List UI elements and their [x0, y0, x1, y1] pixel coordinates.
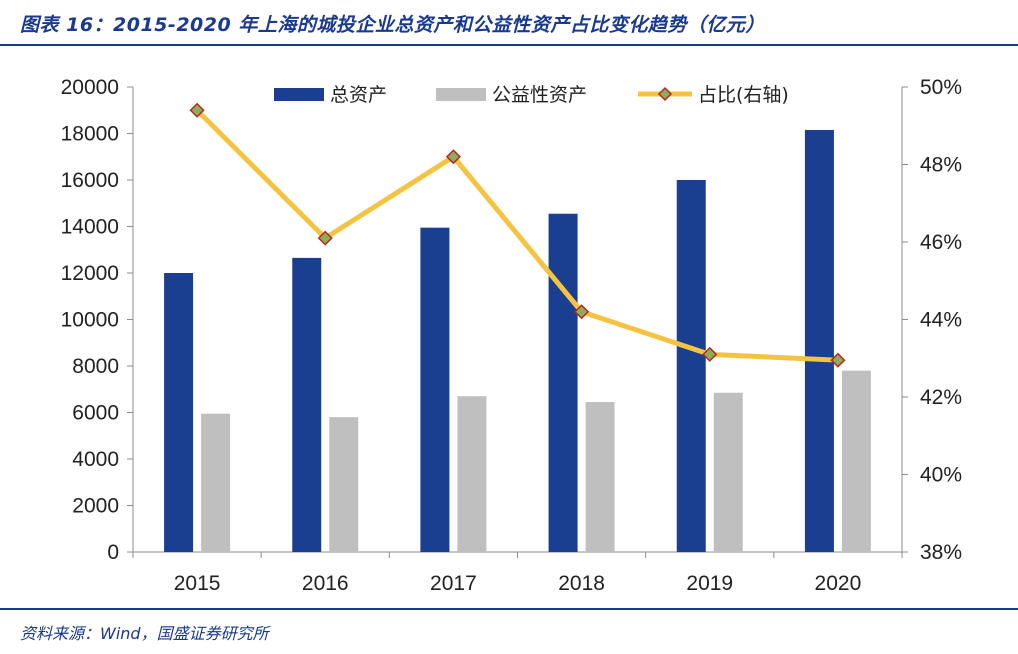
bar-total-assets [292, 257, 322, 552]
ratio-point [189, 102, 205, 118]
y-left-tick-label: 18000 [61, 123, 119, 146]
legend: 总资产 公益性资产 占比(右轴) [274, 84, 789, 106]
y-left-tick-label: 0 [107, 541, 119, 564]
y-left-tick-label: 8000 [72, 355, 119, 378]
legend-swatch-total-assets [274, 88, 324, 101]
x-tick-label: 2017 [430, 572, 477, 595]
chart: 0 2000 4000 6000 8000 10000 12000 14000 16000 180… [61, 76, 962, 595]
bar-public-assets [329, 417, 359, 552]
y-left-tick-label: 2000 [72, 495, 119, 518]
y-left-tick-label: 10000 [61, 309, 119, 332]
y-left-tick-label: 6000 [72, 402, 119, 425]
bar-public-assets [201, 413, 231, 552]
ratio-point [445, 149, 461, 165]
legend-swatch-public-assets [436, 88, 486, 101]
y-left-tick-label: 20000 [61, 76, 119, 99]
ratio-line [195, 108, 839, 363]
y-right-tick-label: 50% [920, 76, 962, 99]
bar-public-assets [585, 402, 615, 552]
y-right-tick-label: 40% [920, 464, 962, 487]
x-tick-label: 2015 [174, 572, 221, 595]
ratio-point [317, 230, 333, 246]
y-left-tick-label: 4000 [72, 448, 119, 471]
legend-label-total-assets: 总资产 [330, 84, 387, 106]
footer-divider [0, 608, 1018, 610]
y-left-tick-label: 14000 [61, 216, 119, 239]
y-right-tick-label: 38% [920, 541, 962, 564]
x-tick-label: 2018 [558, 572, 605, 595]
x-tick-label: 2016 [302, 572, 349, 595]
bars [164, 130, 871, 552]
legend-label-public-assets: 公益性资产 [492, 84, 587, 106]
y-left-tick-label: 16000 [61, 169, 119, 192]
bar-public-assets [457, 396, 487, 552]
ratio-line-series [189, 102, 846, 368]
bar-total-assets [804, 130, 834, 552]
y-right-tick-label: 42% [920, 386, 962, 409]
y-right-tick-label: 48% [920, 154, 962, 177]
x-tick-label: 2020 [815, 572, 862, 595]
legend-label-ratio: 占比(右轴) [698, 84, 789, 106]
bar-total-assets [548, 213, 578, 552]
bar-total-assets [420, 227, 450, 552]
title-divider [0, 44, 1018, 46]
y-right-tick-label: 46% [920, 231, 962, 254]
y-right-tick-label: 44% [920, 309, 962, 332]
y-left-tick-label: 12000 [61, 262, 119, 285]
axes [127, 86, 908, 558]
ratio-point [574, 304, 590, 320]
bar-public-assets [713, 392, 743, 552]
legend-marker-ratio [657, 86, 673, 102]
bar-total-assets [164, 273, 194, 552]
tick-labels: 0 2000 4000 6000 8000 10000 12000 14000 16000 180… [61, 76, 962, 595]
source-note: 资料来源：Wind，国盛证券研究所 [20, 624, 269, 643]
chart-title: 图表 16：2015-2020 年上海的城投企业总资产和公益性资产占比变化趋势（… [20, 14, 765, 36]
x-tick-label: 2019 [686, 572, 733, 595]
ratio-point [830, 352, 846, 368]
bar-total-assets [676, 180, 706, 552]
bar-public-assets [841, 370, 871, 552]
ratio-point [702, 346, 718, 362]
